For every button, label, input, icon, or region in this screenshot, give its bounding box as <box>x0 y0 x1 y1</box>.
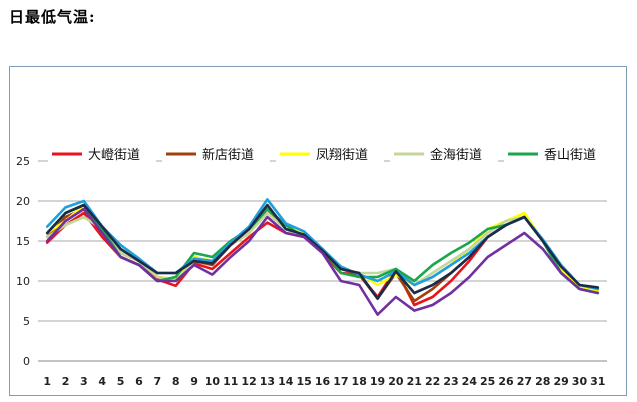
x-tick-label: 30 <box>572 375 588 388</box>
x-tick-label: 28 <box>535 375 550 388</box>
x-tick-label: 9 <box>190 375 198 388</box>
y-tick-label: 25 <box>16 155 30 168</box>
x-tick-label: 1 <box>43 375 51 388</box>
chart-frame <box>9 66 627 396</box>
x-tick-label: 25 <box>480 375 495 388</box>
x-tick-label: 3 <box>80 375 88 388</box>
legend-label: 凤翔街道 <box>316 148 368 163</box>
legend-label: 香山街道 <box>544 148 596 163</box>
legend-backing <box>162 146 270 162</box>
x-tick-label: 17 <box>333 375 348 388</box>
legend-label: 大嶝街道 <box>88 148 140 163</box>
x-tick-label: 20 <box>388 375 404 388</box>
y-tick-label: 15 <box>16 235 30 248</box>
x-tick-label: 31 <box>590 375 605 388</box>
x-tick-label: 10 <box>205 375 221 388</box>
legend-label: 金海街道 <box>430 147 482 163</box>
series-line <box>45 198 600 291</box>
legend-backing <box>390 146 498 162</box>
x-tick-label: 22 <box>425 375 440 388</box>
x-tick-label: 5 <box>117 375 125 388</box>
x-tick-label: 13 <box>260 375 275 388</box>
series-line <box>45 211 600 307</box>
series-line <box>45 203 600 300</box>
y-tick-label: 0 <box>23 355 30 368</box>
x-tick-label: 11 <box>223 375 238 388</box>
x-tick-label: 23 <box>443 375 458 388</box>
page-heading: 日最低气温: <box>9 8 96 26</box>
y-tick-label: 20 <box>16 195 30 208</box>
series-line <box>45 207 600 316</box>
x-tick-label: 14 <box>278 375 294 388</box>
x-tick-label: 7 <box>153 375 161 388</box>
x-tick-label: 18 <box>352 375 367 388</box>
legend-backing <box>48 146 156 162</box>
legend-backing <box>504 146 612 162</box>
x-tick-label: 16 <box>315 375 331 388</box>
x-tick-label: 27 <box>517 375 532 388</box>
x-tick-label: 21 <box>407 375 422 388</box>
x-tick-label: 2 <box>62 375 70 388</box>
x-tick-label: 19 <box>370 375 385 388</box>
x-tick-label: 8 <box>172 375 180 388</box>
x-tick-label: 4 <box>98 375 106 388</box>
y-tick-label: 10 <box>16 275 30 288</box>
x-tick-label: 15 <box>296 375 311 388</box>
y-tick-label: 5 <box>23 315 30 328</box>
x-tick-label: 26 <box>498 375 514 388</box>
legend-label: 新店街道 <box>202 147 254 163</box>
legend-backing <box>276 146 384 162</box>
x-tick-label: 24 <box>462 375 478 388</box>
x-tick-label: 29 <box>553 375 568 388</box>
x-tick-label: 6 <box>135 375 143 388</box>
x-tick-label: 12 <box>241 375 256 388</box>
